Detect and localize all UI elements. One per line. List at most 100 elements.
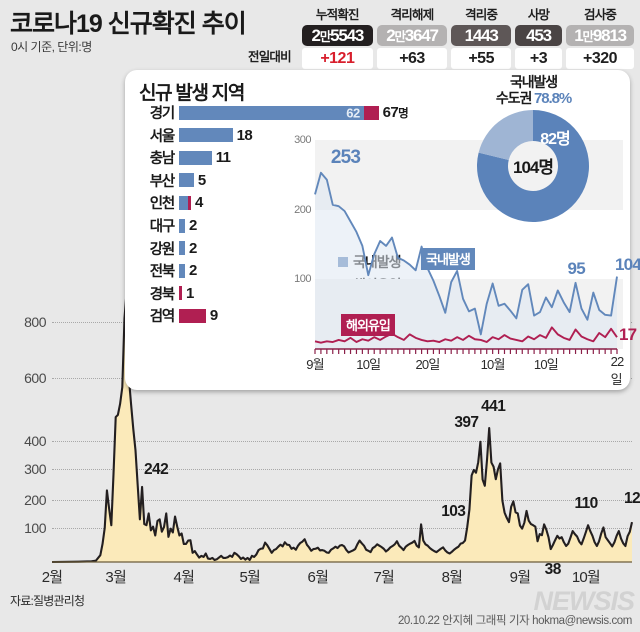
bar-domestic: 62 xyxy=(179,105,364,120)
x-axis-label: 10월 xyxy=(480,357,506,372)
peak-annotation: 38 xyxy=(544,561,562,579)
region-label: 인천 xyxy=(149,196,175,213)
stat-value-4: 1만9813 xyxy=(564,25,636,46)
inset-title: 신규 발생 지역 xyxy=(139,83,245,104)
donut-slice-metro xyxy=(477,110,589,222)
domestic-area xyxy=(315,172,617,349)
x-axis-label: 10일 xyxy=(533,357,559,372)
x-axis-label: 4월 xyxy=(173,569,195,586)
region-label: 경북 xyxy=(149,286,175,303)
x-axis-label: 7월 xyxy=(373,569,395,586)
region-row: 충남 11 xyxy=(135,147,231,168)
x-axis-label: 9월 xyxy=(306,357,324,372)
bar-domestic xyxy=(179,150,212,165)
stat-name: 검사중 xyxy=(584,8,617,22)
donut-outer-label: 82명 xyxy=(540,130,570,148)
region-bar-group: 9 xyxy=(179,307,218,324)
stat-name: 격리해제 xyxy=(390,8,435,22)
donut-slice-other xyxy=(478,110,533,161)
x-axis-label: 10일 xyxy=(356,357,381,372)
stat-name: 누적확진 xyxy=(315,8,360,22)
region-row: 부산 5 xyxy=(135,170,207,191)
stat-name: 사망 xyxy=(527,8,550,22)
region-bar-group: 5 xyxy=(179,172,206,189)
region-row: 검역 9 xyxy=(135,305,218,326)
region-row: 강원 2 xyxy=(135,238,198,259)
delta-value: +320 xyxy=(566,48,635,69)
stat-delta-4: +320 xyxy=(564,46,636,69)
region-bar-group: 1 xyxy=(179,285,194,302)
page-subtitle: 0시 기준, 단위:명 xyxy=(11,40,92,54)
region-label: 대구 xyxy=(149,219,175,235)
area-outline xyxy=(51,289,634,564)
stat-delta-2: +55 xyxy=(449,46,513,69)
page-title: 코로나19 신규확진 추이 xyxy=(10,10,247,38)
y-axis-label: 800 xyxy=(24,314,46,330)
gridline xyxy=(52,441,632,442)
peak-annotation: 103 xyxy=(441,503,466,521)
region-row: 대구 2 xyxy=(135,215,198,236)
stat-value-3: 453 xyxy=(513,25,564,46)
stats-delta-row: +121 +63 +55 +3 +320 xyxy=(300,46,636,69)
stat-header-2: 격리중 xyxy=(449,4,513,25)
stat-pill: 453 xyxy=(514,25,563,46)
region-bar-group: 4 xyxy=(179,194,203,211)
inset-panel: 신규 발생 지역 경기 62 67명 서울 18 충남 11 부산 5 인천 4 대구 2 강원 2 전북 2 경… xyxy=(125,70,640,390)
summary-stats-table: 누적확진 격리해제 격리중 사망 검사중 2만5543 2만3647 1443 453 1만98… xyxy=(300,4,636,69)
gridline xyxy=(52,500,632,501)
delta-value: +55 xyxy=(451,48,511,69)
y-axis-label: 200 xyxy=(294,203,311,216)
region-bar-group: 18 xyxy=(179,126,253,144)
stat-delta-0: +121 xyxy=(300,46,375,69)
region-total-value: 18 xyxy=(236,126,253,144)
region-bar-group: 2 xyxy=(179,262,197,279)
data-point-label: 17 xyxy=(619,325,637,345)
region-total-value: 9 xyxy=(209,307,218,325)
region-total-value: 67명 xyxy=(382,104,409,121)
region-row: 경북 1 xyxy=(135,283,195,304)
gridline xyxy=(52,469,632,470)
region-row: 경기 62 67명 xyxy=(135,102,409,123)
region-total-value: 2 xyxy=(188,217,197,234)
y-axis-label: 600 xyxy=(24,370,46,386)
series-tag-domestic: 국내발생 xyxy=(421,248,475,270)
y-axis-label: 100 xyxy=(294,273,311,286)
bar-imported xyxy=(179,308,206,323)
stat-name: 격리중 xyxy=(465,8,498,22)
region-row: 전북 2 xyxy=(135,260,198,281)
y-axis-label: 100 xyxy=(24,520,46,536)
stat-value-1: 2만3647 xyxy=(375,25,450,46)
bar-domestic xyxy=(179,195,188,210)
peak-annotation: 242 xyxy=(144,460,169,478)
stat-pill: 1만9813 xyxy=(566,25,635,46)
delta-value: +121 xyxy=(302,48,373,69)
delta-value: +3 xyxy=(514,48,563,69)
y-axis-label: 400 xyxy=(24,433,46,449)
region-bar-group: 2 xyxy=(179,240,197,257)
stats-header-row: 누적확진 격리해제 격리중 사망 검사중 xyxy=(300,4,636,25)
bar-domestic xyxy=(179,263,185,278)
delta-row-label: 전일대비 xyxy=(248,50,292,64)
stats-value-row: 2만5543 2만3647 1443 453 1만9813 xyxy=(300,25,636,46)
x-axis-label: 20일 xyxy=(415,357,440,372)
stat-pill: 1443 xyxy=(451,25,511,46)
series-tag-imported: 해외유입 xyxy=(341,314,395,336)
bar-imported xyxy=(363,105,379,120)
region-total-value: 1 xyxy=(186,284,194,302)
bar-domestic xyxy=(179,241,185,256)
stat-header-0: 누적확진 xyxy=(300,4,375,25)
bar-domestic xyxy=(179,173,194,188)
stat-value-2: 1443 xyxy=(449,25,513,46)
stat-value-0: 2만5543 xyxy=(300,25,375,46)
donut-center-label: 104명 xyxy=(513,158,553,177)
bar-domestic xyxy=(179,218,185,233)
source-text: 자료:질병관리청 xyxy=(10,594,85,608)
data-point-label: 253 xyxy=(330,146,361,168)
stat-header-1: 격리해제 xyxy=(375,4,450,25)
bar-imported xyxy=(187,195,191,210)
x-axis-label: 8월 xyxy=(441,569,463,586)
series-line-domestic xyxy=(314,171,618,336)
bar-domestic xyxy=(179,128,233,143)
data-point-label: 104 xyxy=(615,254,640,274)
credit-text: 20.10.22 안지혜 그래픽 기자 hokma@newsis.com xyxy=(397,615,632,627)
